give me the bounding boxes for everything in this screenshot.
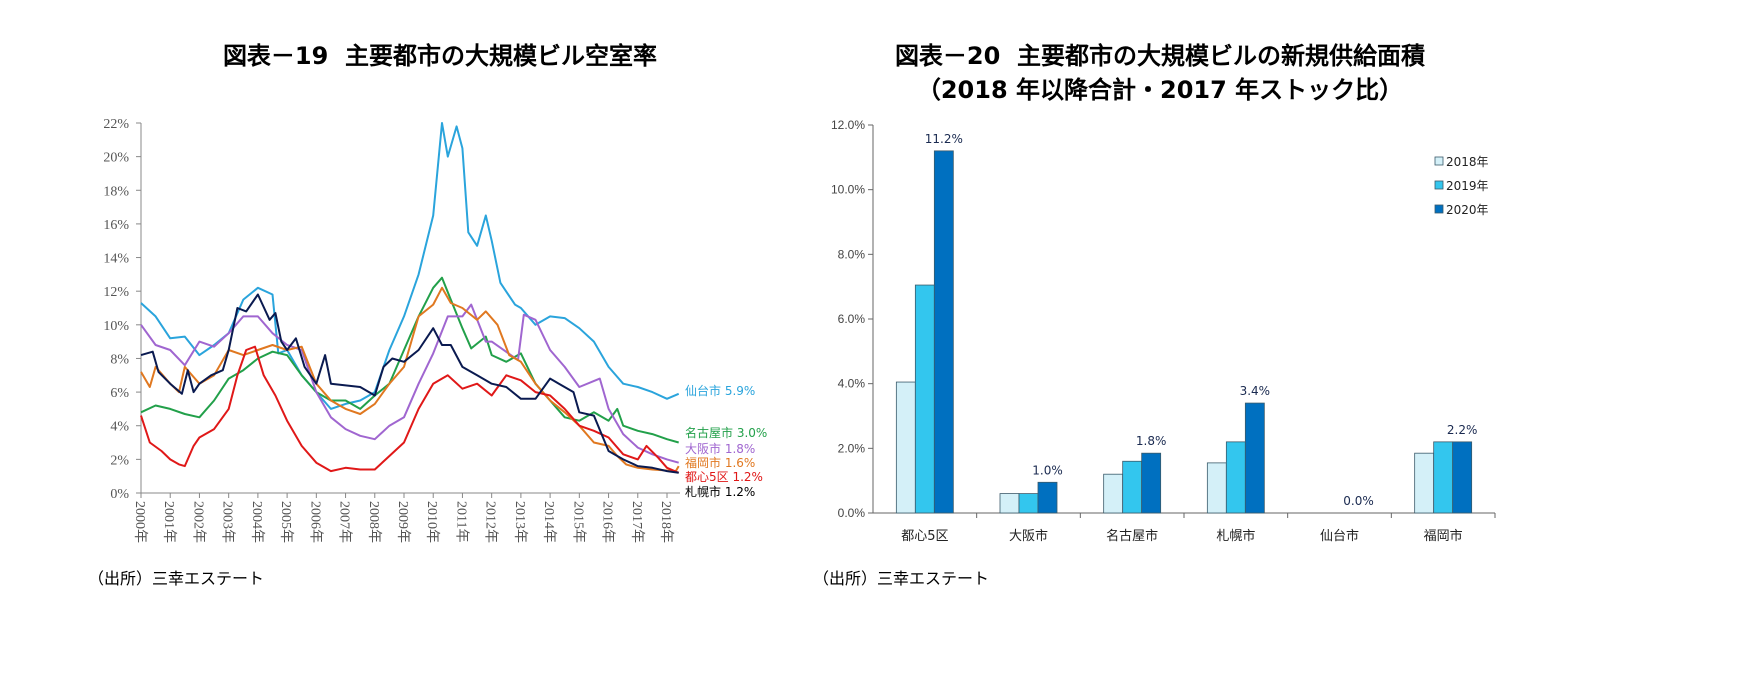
- x-tick-label: 2000年: [132, 501, 148, 543]
- x-tick-label: 2004年: [249, 501, 265, 543]
- x-tick-label: 2012年: [483, 501, 499, 543]
- series-line-大阪市: [140, 303, 679, 464]
- chart-subtitle-right: （2018 年以降合計・2017 年ストック比）: [916, 76, 1404, 104]
- y-tick-label: 20%: [103, 151, 129, 166]
- legend-label: 2020年: [1446, 203, 1489, 217]
- bar-2019年-大阪市: [1018, 493, 1039, 514]
- y-tick-label: 8%: [110, 352, 129, 367]
- x-tick-label: 2005年: [278, 501, 294, 543]
- legend-swatch-2018年: [1434, 156, 1444, 166]
- bar-2020年-札幌市: [1244, 402, 1265, 514]
- chart-title-left: 図表－19 主要都市の大規模ビル空室率: [222, 42, 658, 70]
- x-tick-label: 2018年: [658, 501, 674, 543]
- bar-2019年-名古屋市: [1122, 460, 1143, 514]
- data-label: 11.2%: [925, 132, 963, 146]
- x-tick-label: 2016年: [600, 501, 616, 543]
- y-tick-label: 4%: [110, 420, 129, 435]
- x-tick-label: 2011年: [453, 501, 469, 542]
- x-category-label: 福岡市: [1424, 528, 1463, 544]
- x-tick-label: 2002年: [190, 501, 206, 543]
- series-end-label: 札幌市 1.2%: [685, 484, 755, 499]
- x-tick-label: 2015年: [570, 501, 586, 543]
- y-tick-label: 2.0%: [838, 441, 866, 455]
- y-tick-label: 6%: [110, 386, 129, 401]
- series-line-仙台市: [140, 122, 680, 410]
- y-tick-label: 0%: [110, 487, 129, 502]
- bar-2018年-福岡市: [1414, 452, 1435, 514]
- bar-2018年-名古屋市: [1103, 473, 1124, 514]
- x-category-label: 都心5区: [901, 529, 948, 544]
- series-end-label: 大阪市 1.8%: [685, 441, 755, 456]
- y-tick-label: 2%: [110, 453, 129, 468]
- y-tick-label: 12%: [103, 285, 129, 300]
- series-end-label: 仙台市 5.9%: [685, 383, 755, 398]
- bar-2019年-福岡市: [1433, 441, 1454, 514]
- bar-2020年-福岡市: [1452, 441, 1473, 514]
- y-tick-label: 10.0%: [831, 183, 865, 197]
- x-tick-label: 2008年: [366, 501, 382, 543]
- data-label: 1.8%: [1136, 434, 1167, 448]
- y-tick-label: 14%: [103, 252, 129, 267]
- data-label: 1.0%: [1032, 463, 1063, 477]
- bar-2018年-大阪市: [999, 493, 1020, 514]
- x-tick-label: 2017年: [629, 501, 645, 543]
- data-label: 2.2%: [1447, 423, 1478, 437]
- x-category-label: 大阪市: [1009, 528, 1048, 544]
- y-tick-label: 18%: [103, 184, 129, 199]
- series-line-福岡市: [140, 286, 680, 473]
- x-tick-label: 2003年: [220, 501, 236, 543]
- x-category-label: 仙台市: [1320, 528, 1359, 544]
- x-tick-label: 2007年: [337, 501, 353, 543]
- x-tick-label: 2001年: [161, 501, 177, 543]
- data-label: 0.0%: [1343, 494, 1374, 508]
- data-label: 3.4%: [1240, 384, 1271, 398]
- x-tick-label: 2006年: [307, 501, 323, 543]
- series-line-都心5区: [140, 345, 680, 474]
- y-tick-label: 22%: [103, 117, 129, 132]
- y-tick-label: 6.0%: [838, 312, 866, 326]
- legend-swatch-2020年: [1434, 204, 1444, 214]
- bar-2018年-都心5区: [895, 381, 916, 514]
- source-right: （出所）三幸エステート: [813, 569, 990, 588]
- bar-2019年-札幌市: [1225, 441, 1246, 514]
- bar-2020年-大阪市: [1037, 481, 1058, 514]
- x-tick-label: 2010年: [424, 501, 440, 543]
- series-end-label: 都心5区 1.2%: [685, 470, 763, 484]
- series-end-label: 福岡市 1.6%: [685, 455, 755, 470]
- legend-swatch-2019年: [1434, 180, 1444, 190]
- bar-2019年-都心5区: [914, 284, 935, 514]
- bar-2018年-札幌市: [1206, 462, 1227, 514]
- legend-label: 2018年: [1446, 155, 1489, 169]
- y-tick-label: 10%: [103, 319, 129, 334]
- y-tick-label: 4.0%: [838, 377, 866, 391]
- source-left: （出所）三幸エステート: [88, 569, 265, 588]
- y-tick-label: 12.0%: [831, 118, 865, 132]
- series-line-札幌市: [140, 293, 679, 474]
- bar-2020年-名古屋市: [1141, 452, 1162, 514]
- chart-title-right: 図表－20 主要都市の大規模ビルの新規供給面積: [894, 42, 1426, 70]
- x-tick-label: 2009年: [395, 501, 411, 543]
- x-tick-label: 2013年: [512, 501, 528, 543]
- x-tick-label: 2014年: [541, 501, 557, 543]
- y-tick-label: 16%: [103, 218, 129, 233]
- series-end-label: 名古屋市 3.0%: [685, 425, 767, 440]
- x-category-label: 札幌市: [1216, 528, 1255, 544]
- bar-2020年-都心5区: [933, 150, 954, 514]
- legend-label: 2019年: [1446, 179, 1489, 193]
- x-category-label: 名古屋市: [1106, 528, 1158, 544]
- y-tick-label: 8.0%: [838, 247, 866, 261]
- y-tick-label: 0.0%: [838, 506, 866, 520]
